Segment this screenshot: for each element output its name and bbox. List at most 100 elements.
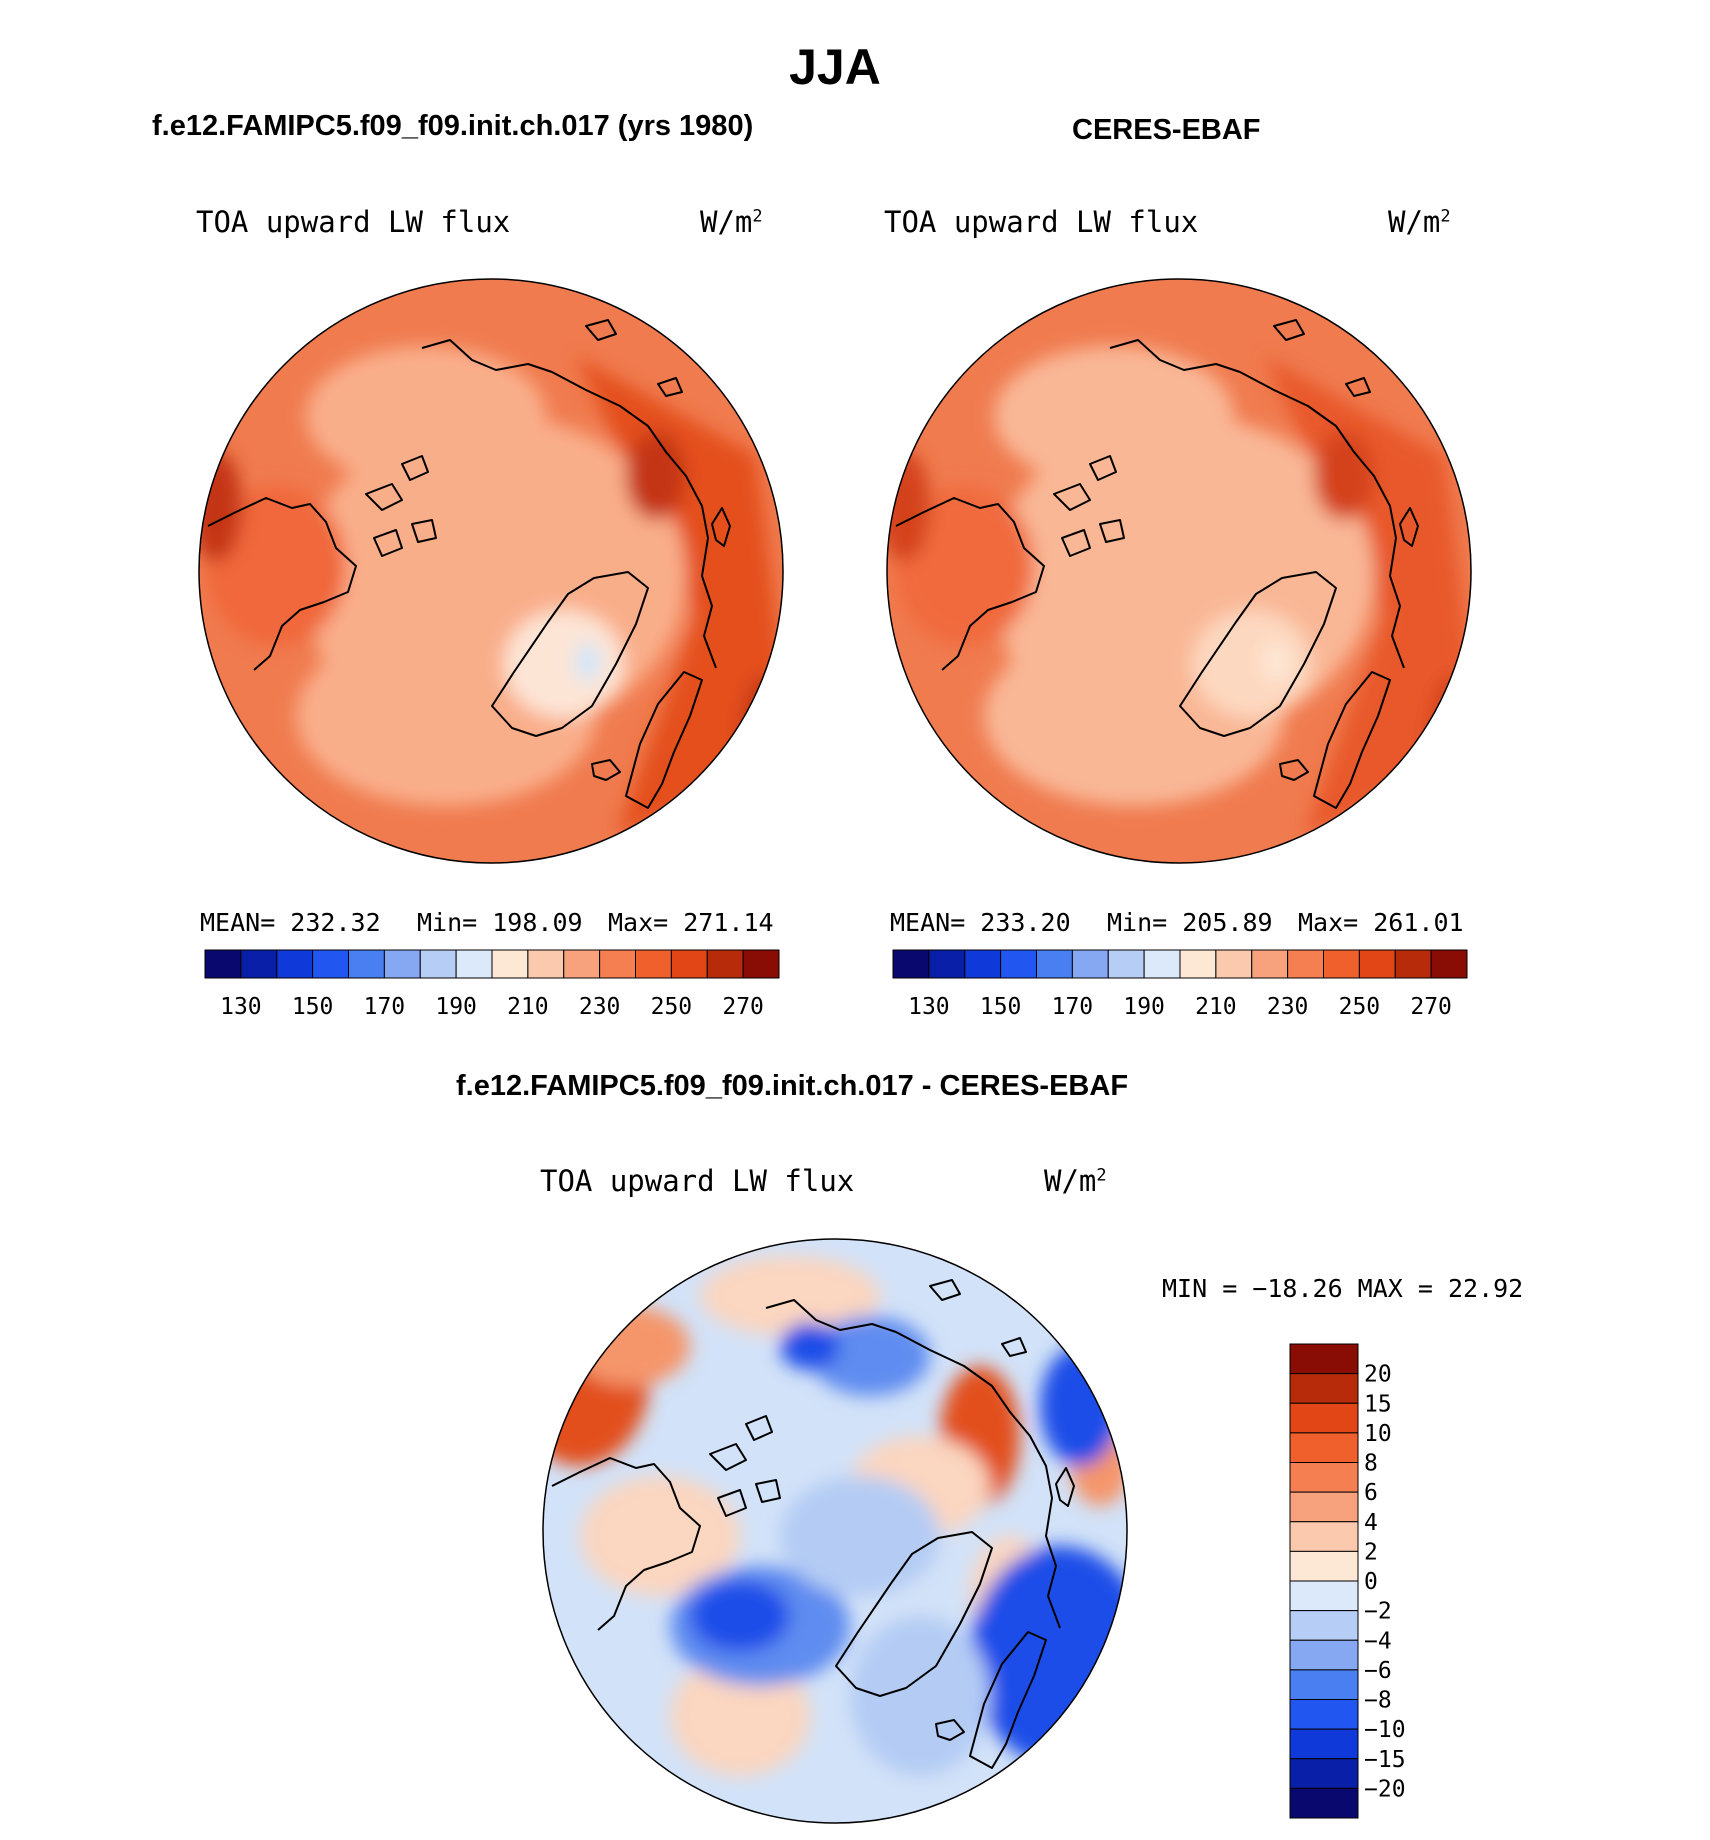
obs-variable-label: TOA upward LW flux (884, 205, 1199, 239)
obs-polar-map (886, 278, 1472, 864)
colorbar-swatch (892, 949, 930, 979)
coastline (491, 571, 649, 737)
colorbar-swatch (1289, 1580, 1359, 1612)
coastline (1109, 339, 1241, 373)
coastline (1089, 455, 1117, 481)
coastline (755, 1479, 781, 1503)
diff-minmax-stat: MIN = −18.26 MAX = 22.92 (1162, 1274, 1524, 1303)
colorbar-tick-label: 230 (579, 994, 621, 1020)
colorbar-swatch (455, 949, 493, 979)
colorbar-tick-label: 130 (908, 994, 950, 1020)
map-border (886, 278, 1472, 864)
colorbar-swatch (1289, 1432, 1359, 1463)
coastline (591, 759, 621, 781)
colorbar-tick-label: 20 (1364, 1362, 1392, 1388)
obs-mean-stat: MEAN= 233.20 (890, 908, 1071, 937)
colorbar-tick-label: 10 (1364, 1421, 1392, 1447)
colorbar-tick-label: 170 (1052, 994, 1094, 1020)
colorbar-tick-label: −10 (1364, 1717, 1406, 1743)
coastline (421, 339, 553, 373)
coastline (1055, 1467, 1075, 1507)
coastline (657, 377, 683, 397)
colorbar-tick-label: 150 (980, 994, 1022, 1020)
coastline (709, 1443, 747, 1471)
colorbar-swatch (1289, 1758, 1359, 1789)
coastline (835, 1531, 993, 1697)
colorbar-tick-label: −20 (1364, 1776, 1406, 1802)
colorbar-tick-label: 2 (1364, 1539, 1378, 1565)
obs-units-label: W/m2 (1388, 205, 1451, 239)
coastline (1273, 319, 1305, 341)
colorbar-tick-label: 270 (722, 994, 764, 1020)
colorbar-tick-label: 250 (1339, 994, 1381, 1020)
colorbar-swatch (276, 949, 314, 979)
colorbar-swatch (670, 949, 708, 979)
colorbar-swatch (383, 949, 421, 979)
colorbar-tick-label: 6 (1364, 1480, 1378, 1506)
colorbar-swatch (348, 949, 385, 979)
coastline (1239, 371, 1405, 669)
coastline (365, 483, 403, 511)
diff-variable-label: TOA upward LW flux (540, 1164, 855, 1198)
colorbar-swatch (1107, 949, 1145, 979)
colorbar-swatch (1289, 1550, 1359, 1582)
colorbar-tick-label: 15 (1364, 1391, 1392, 1417)
colorbar-swatch (1289, 1343, 1359, 1375)
colorbar-swatch (527, 949, 565, 979)
coastline (765, 1299, 897, 1333)
colorbar-tick-label: 190 (1123, 994, 1165, 1020)
coastline (207, 497, 357, 671)
coastline (1345, 377, 1371, 397)
colorbar-tick-label: 4 (1364, 1510, 1378, 1536)
colorbar-swatch (1289, 1521, 1359, 1552)
colorbar-swatch (1323, 949, 1360, 979)
colorbar-tick-label: 8 (1364, 1451, 1378, 1477)
colorbar-swatch (1289, 1491, 1359, 1523)
obs-max-stat: Max= 261.01 (1298, 908, 1464, 937)
coastline (1061, 529, 1091, 557)
map-field (199, 279, 783, 863)
colorbar-tick-label: −2 (1364, 1599, 1392, 1625)
colorbar-swatch (1289, 1787, 1359, 1819)
coastline (411, 519, 437, 543)
colorbar-tick-label: −4 (1364, 1628, 1392, 1654)
colorbar-swatch (742, 949, 780, 979)
colorbar-tick-label: 170 (364, 994, 406, 1020)
coastlines (895, 319, 1419, 809)
model-max-stat: Max= 271.14 (608, 908, 774, 937)
model-min-stat: Min= 198.09 (417, 908, 583, 937)
colorbar-tick-label: 130 (220, 994, 262, 1020)
coastline (585, 319, 617, 341)
colorbar-swatch (1289, 1699, 1359, 1730)
colorbar-tick-label: 250 (651, 994, 693, 1020)
coastline (935, 1719, 965, 1741)
colorbar-tick-label: 230 (1267, 994, 1309, 1020)
colorbar-tick-label: 210 (1195, 994, 1237, 1020)
diff-polar-map (542, 1238, 1128, 1824)
colorbar-swatch (1289, 1669, 1359, 1700)
coastline (1279, 759, 1309, 781)
coastline (1399, 507, 1419, 547)
colorbar-swatch (419, 949, 457, 979)
coastline (895, 1331, 1061, 1629)
colorbar-swatch (1289, 1462, 1359, 1493)
coastline (1179, 571, 1337, 737)
colorbar-swatch (1394, 949, 1432, 979)
colorbar-swatch (1289, 1373, 1359, 1404)
diff-panel-title: f.e12.FAMIPC5.f09_f09.init.ch.017 - CERE… (456, 1070, 1129, 1102)
colorbar-swatch (1287, 949, 1324, 979)
coastline (969, 1631, 1047, 1769)
model-units-label: W/m2 (700, 205, 763, 239)
colorbar-swatch (491, 949, 529, 979)
colorbar-swatch (1358, 949, 1396, 979)
coastline (551, 371, 717, 669)
coastline (1053, 483, 1091, 511)
colorbar-swatch (599, 949, 636, 979)
colorbar-swatch (1071, 949, 1109, 979)
colorbar-swatch (635, 949, 672, 979)
coastline (401, 455, 429, 481)
coastline (625, 671, 703, 809)
colorbar-tick-label: 150 (292, 994, 334, 1020)
map-border (542, 1238, 1128, 1824)
